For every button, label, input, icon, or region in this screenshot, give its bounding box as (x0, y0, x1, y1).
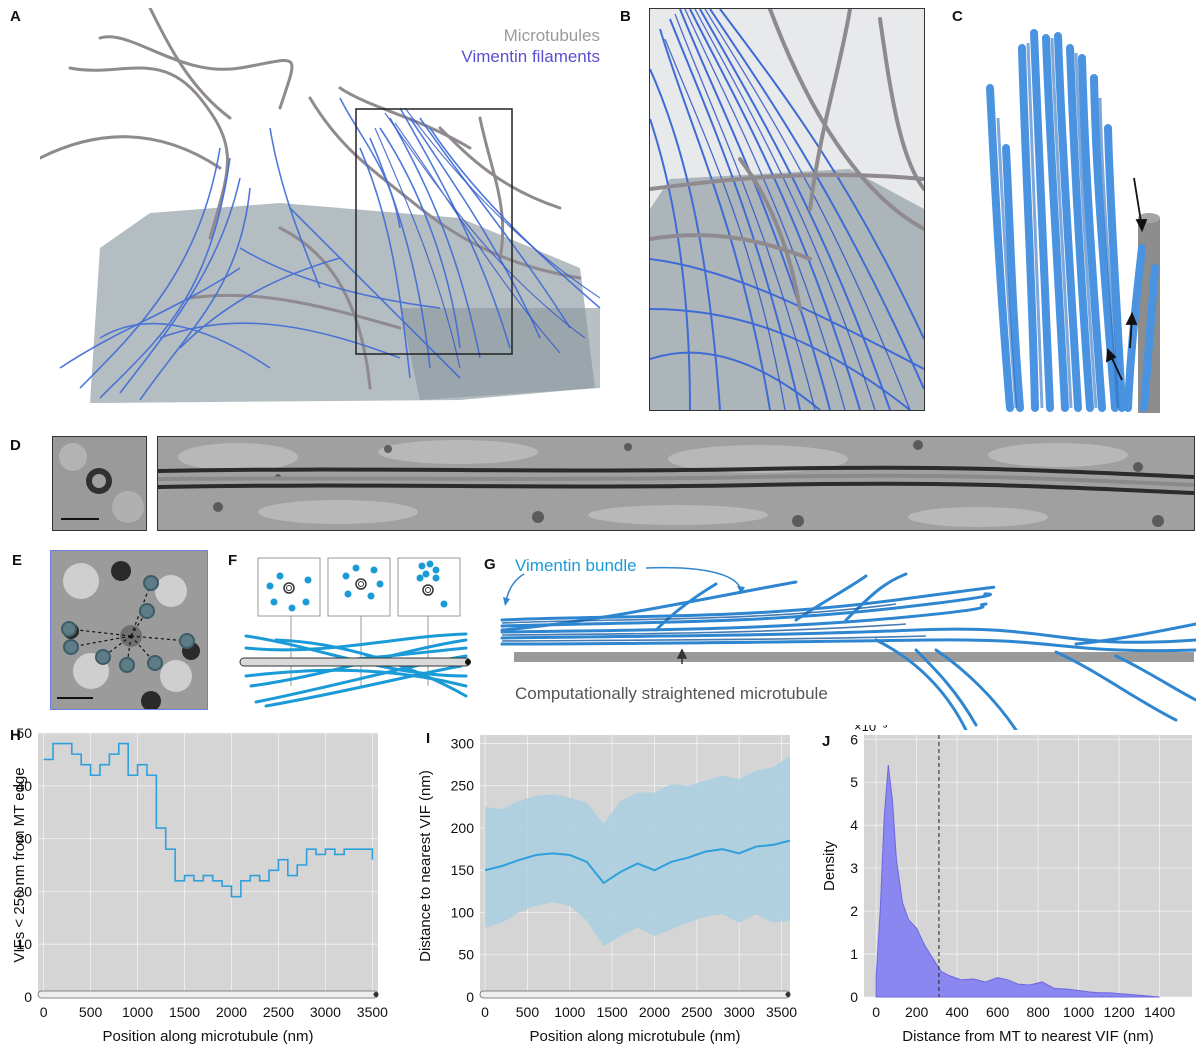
y-tick-label: 40 (16, 778, 32, 794)
x-tick-label: 1000 (1063, 1004, 1094, 1020)
y-tick-label: 50 (458, 947, 474, 963)
panel-b-render (649, 8, 925, 411)
x-tick-label: 1500 (169, 1004, 200, 1020)
x-tick-label: 2500 (681, 1004, 712, 1020)
x-tick-label: 1000 (122, 1004, 153, 1020)
mt-bar-end (785, 992, 791, 997)
x-tick-label: 3000 (724, 1004, 755, 1020)
x-axis-label: Position along microtubule (nm) (530, 1028, 741, 1044)
x-tick-label: 1500 (597, 1004, 628, 1020)
x-tick-label: 0 (872, 1004, 880, 1020)
exponent-label: ×10⁻³ (854, 725, 888, 734)
em-longitudinal-image (157, 436, 1195, 531)
straightened-mt-label: Computationally straightened microtubule (515, 684, 828, 703)
y-tick-label: 6 (850, 731, 858, 747)
x-axis-label: Distance from MT to nearest VIF (nm) (902, 1028, 1153, 1044)
chart-h: 0 500 1000 1500 2000 2500 3000 3500 0 10 20 30 40 50 P… (11, 725, 388, 1044)
y-tick-label: 5 (850, 774, 858, 790)
x-tick-label: 500 (516, 1004, 540, 1020)
y-axis-label: Distance to nearest VIF (nm) (417, 770, 434, 962)
panel-a-render (38, 6, 630, 408)
x-tick-label: 1000 (554, 1004, 585, 1020)
panel-label-a: A (10, 8, 21, 25)
panel-g-render (496, 560, 1196, 732)
legend-microtubules: Microtubules (503, 26, 600, 45)
y-tick-label: 200 (451, 820, 475, 836)
y-tick-label: 3 (850, 860, 858, 876)
panel-f-schematic (236, 556, 476, 716)
panel-label-b: B (620, 8, 631, 25)
panel-label-f: F (228, 552, 238, 569)
y-tick-label: 150 (451, 862, 475, 878)
x-tick-label: 3500 (357, 1004, 388, 1020)
mt-bar (479, 990, 791, 999)
x-tick-label: 2000 (639, 1004, 670, 1020)
y-axis-label: Density (821, 840, 838, 891)
panel-c-render (970, 8, 1196, 413)
y-tick-label: 0 (24, 989, 32, 1005)
y-tick-label: 50 (16, 725, 32, 741)
y-tick-label: 10 (16, 936, 32, 952)
x-tick-label: 3000 (310, 1004, 341, 1020)
legend-vimentin: Vimentin filaments (461, 47, 600, 66)
y-tick-label: 250 (451, 778, 475, 794)
panel-label-j: J (822, 733, 831, 750)
panel-label-h: H (10, 727, 21, 744)
vimentin-bundle-label: Vimentin bundle (515, 556, 637, 575)
em-cross-section-image (52, 436, 147, 531)
y-tick-label: 0 (466, 989, 474, 1005)
y-tick-label: 0 (850, 989, 858, 1005)
y-tick-label: 4 (850, 817, 858, 833)
y-tick-label: 30 (16, 831, 32, 847)
chart-j: 0 200 400 600 800 1000 1200 1400 0 1 2 3 4 5 6 Distance… (821, 725, 1192, 1044)
panel-e-image (50, 550, 208, 711)
confidence-band (485, 756, 790, 947)
y-tick-label: 1 (850, 946, 858, 962)
mt-bar (37, 990, 379, 999)
x-tick-label: 800 (1026, 1004, 1050, 1020)
x-tick-label: 500 (79, 1004, 103, 1020)
panel-label-e: E (12, 552, 23, 569)
panel-label-d: D (10, 437, 21, 454)
panel-label-c: C (952, 8, 963, 25)
series-line (43, 742, 374, 898)
y-axis-label: VIFs < 250 nm from MT edge (11, 767, 28, 962)
x-axis-label: Position along microtubule (nm) (103, 1028, 314, 1044)
y-tick-label: 300 (451, 735, 475, 751)
mt-bar-end (373, 992, 379, 997)
density-area (875, 765, 1160, 998)
y-tick-label: 100 (451, 904, 475, 920)
panel-label-i: I (426, 730, 431, 747)
x-tick-label: 600 (986, 1004, 1010, 1020)
panel-label-g: G (484, 556, 496, 573)
x-tick-label: 400 (945, 1004, 969, 1020)
x-tick-label: 2500 (263, 1004, 294, 1020)
x-tick-label: 0 (40, 1004, 48, 1020)
x-tick-label: 1400 (1144, 1004, 1175, 1020)
mean-line (484, 839, 791, 885)
plot-area (38, 733, 378, 997)
y-tick-label: 20 (16, 883, 32, 899)
y-tick-label: 2 (850, 903, 858, 919)
chart-i: 0 500 1000 1500 2000 2500 3000 3500 0 50 100 150 200… (417, 735, 797, 1044)
x-tick-label: 2000 (216, 1004, 247, 1020)
x-tick-label: 3500 (766, 1004, 797, 1020)
x-tick-label: 0 (481, 1004, 489, 1020)
zoom-box (355, 108, 513, 355)
x-tick-label: 1200 (1104, 1004, 1135, 1020)
x-tick-label: 200 (905, 1004, 929, 1020)
